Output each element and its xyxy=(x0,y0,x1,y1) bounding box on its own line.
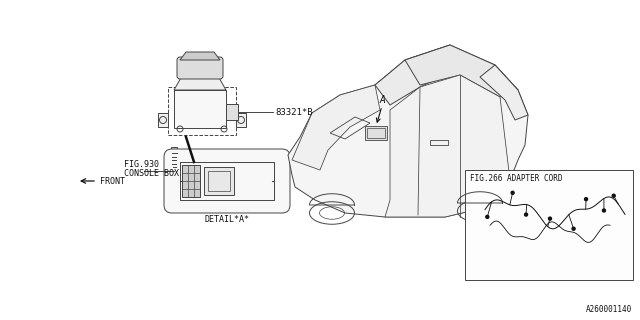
Circle shape xyxy=(486,215,489,218)
Bar xyxy=(182,165,200,197)
Text: 83321*B: 83321*B xyxy=(275,108,312,116)
Circle shape xyxy=(584,198,588,201)
Polygon shape xyxy=(292,85,380,170)
Text: A260001140: A260001140 xyxy=(586,305,632,314)
Circle shape xyxy=(572,227,575,230)
Bar xyxy=(430,140,448,145)
Bar xyxy=(367,128,385,138)
Bar xyxy=(365,126,387,140)
Bar xyxy=(204,167,234,195)
FancyBboxPatch shape xyxy=(177,57,223,79)
Bar xyxy=(236,113,246,127)
Circle shape xyxy=(525,213,527,216)
Text: A: A xyxy=(379,95,385,105)
Polygon shape xyxy=(174,76,226,90)
Polygon shape xyxy=(405,45,518,97)
Bar xyxy=(208,171,230,191)
Bar xyxy=(465,170,633,280)
Text: CONSOLE BOX: CONSOLE BOX xyxy=(124,169,179,178)
Text: FIG.266 ADAPTER CORD: FIG.266 ADAPTER CORD xyxy=(470,174,563,183)
Bar xyxy=(171,147,177,152)
Polygon shape xyxy=(180,52,220,60)
Circle shape xyxy=(511,191,514,194)
Text: FIG.930: FIG.930 xyxy=(124,160,159,169)
Bar xyxy=(168,87,236,135)
Text: DETAIL*A*: DETAIL*A* xyxy=(205,215,250,224)
Polygon shape xyxy=(385,75,510,217)
Bar xyxy=(226,104,238,120)
Circle shape xyxy=(602,209,605,212)
Circle shape xyxy=(548,217,552,220)
Circle shape xyxy=(612,194,615,197)
Bar xyxy=(174,90,226,128)
Bar xyxy=(158,113,168,127)
Bar xyxy=(180,162,274,200)
FancyBboxPatch shape xyxy=(164,149,290,213)
Polygon shape xyxy=(288,45,528,217)
Text: FRONT: FRONT xyxy=(100,177,125,186)
Polygon shape xyxy=(480,65,528,120)
Polygon shape xyxy=(375,45,455,105)
